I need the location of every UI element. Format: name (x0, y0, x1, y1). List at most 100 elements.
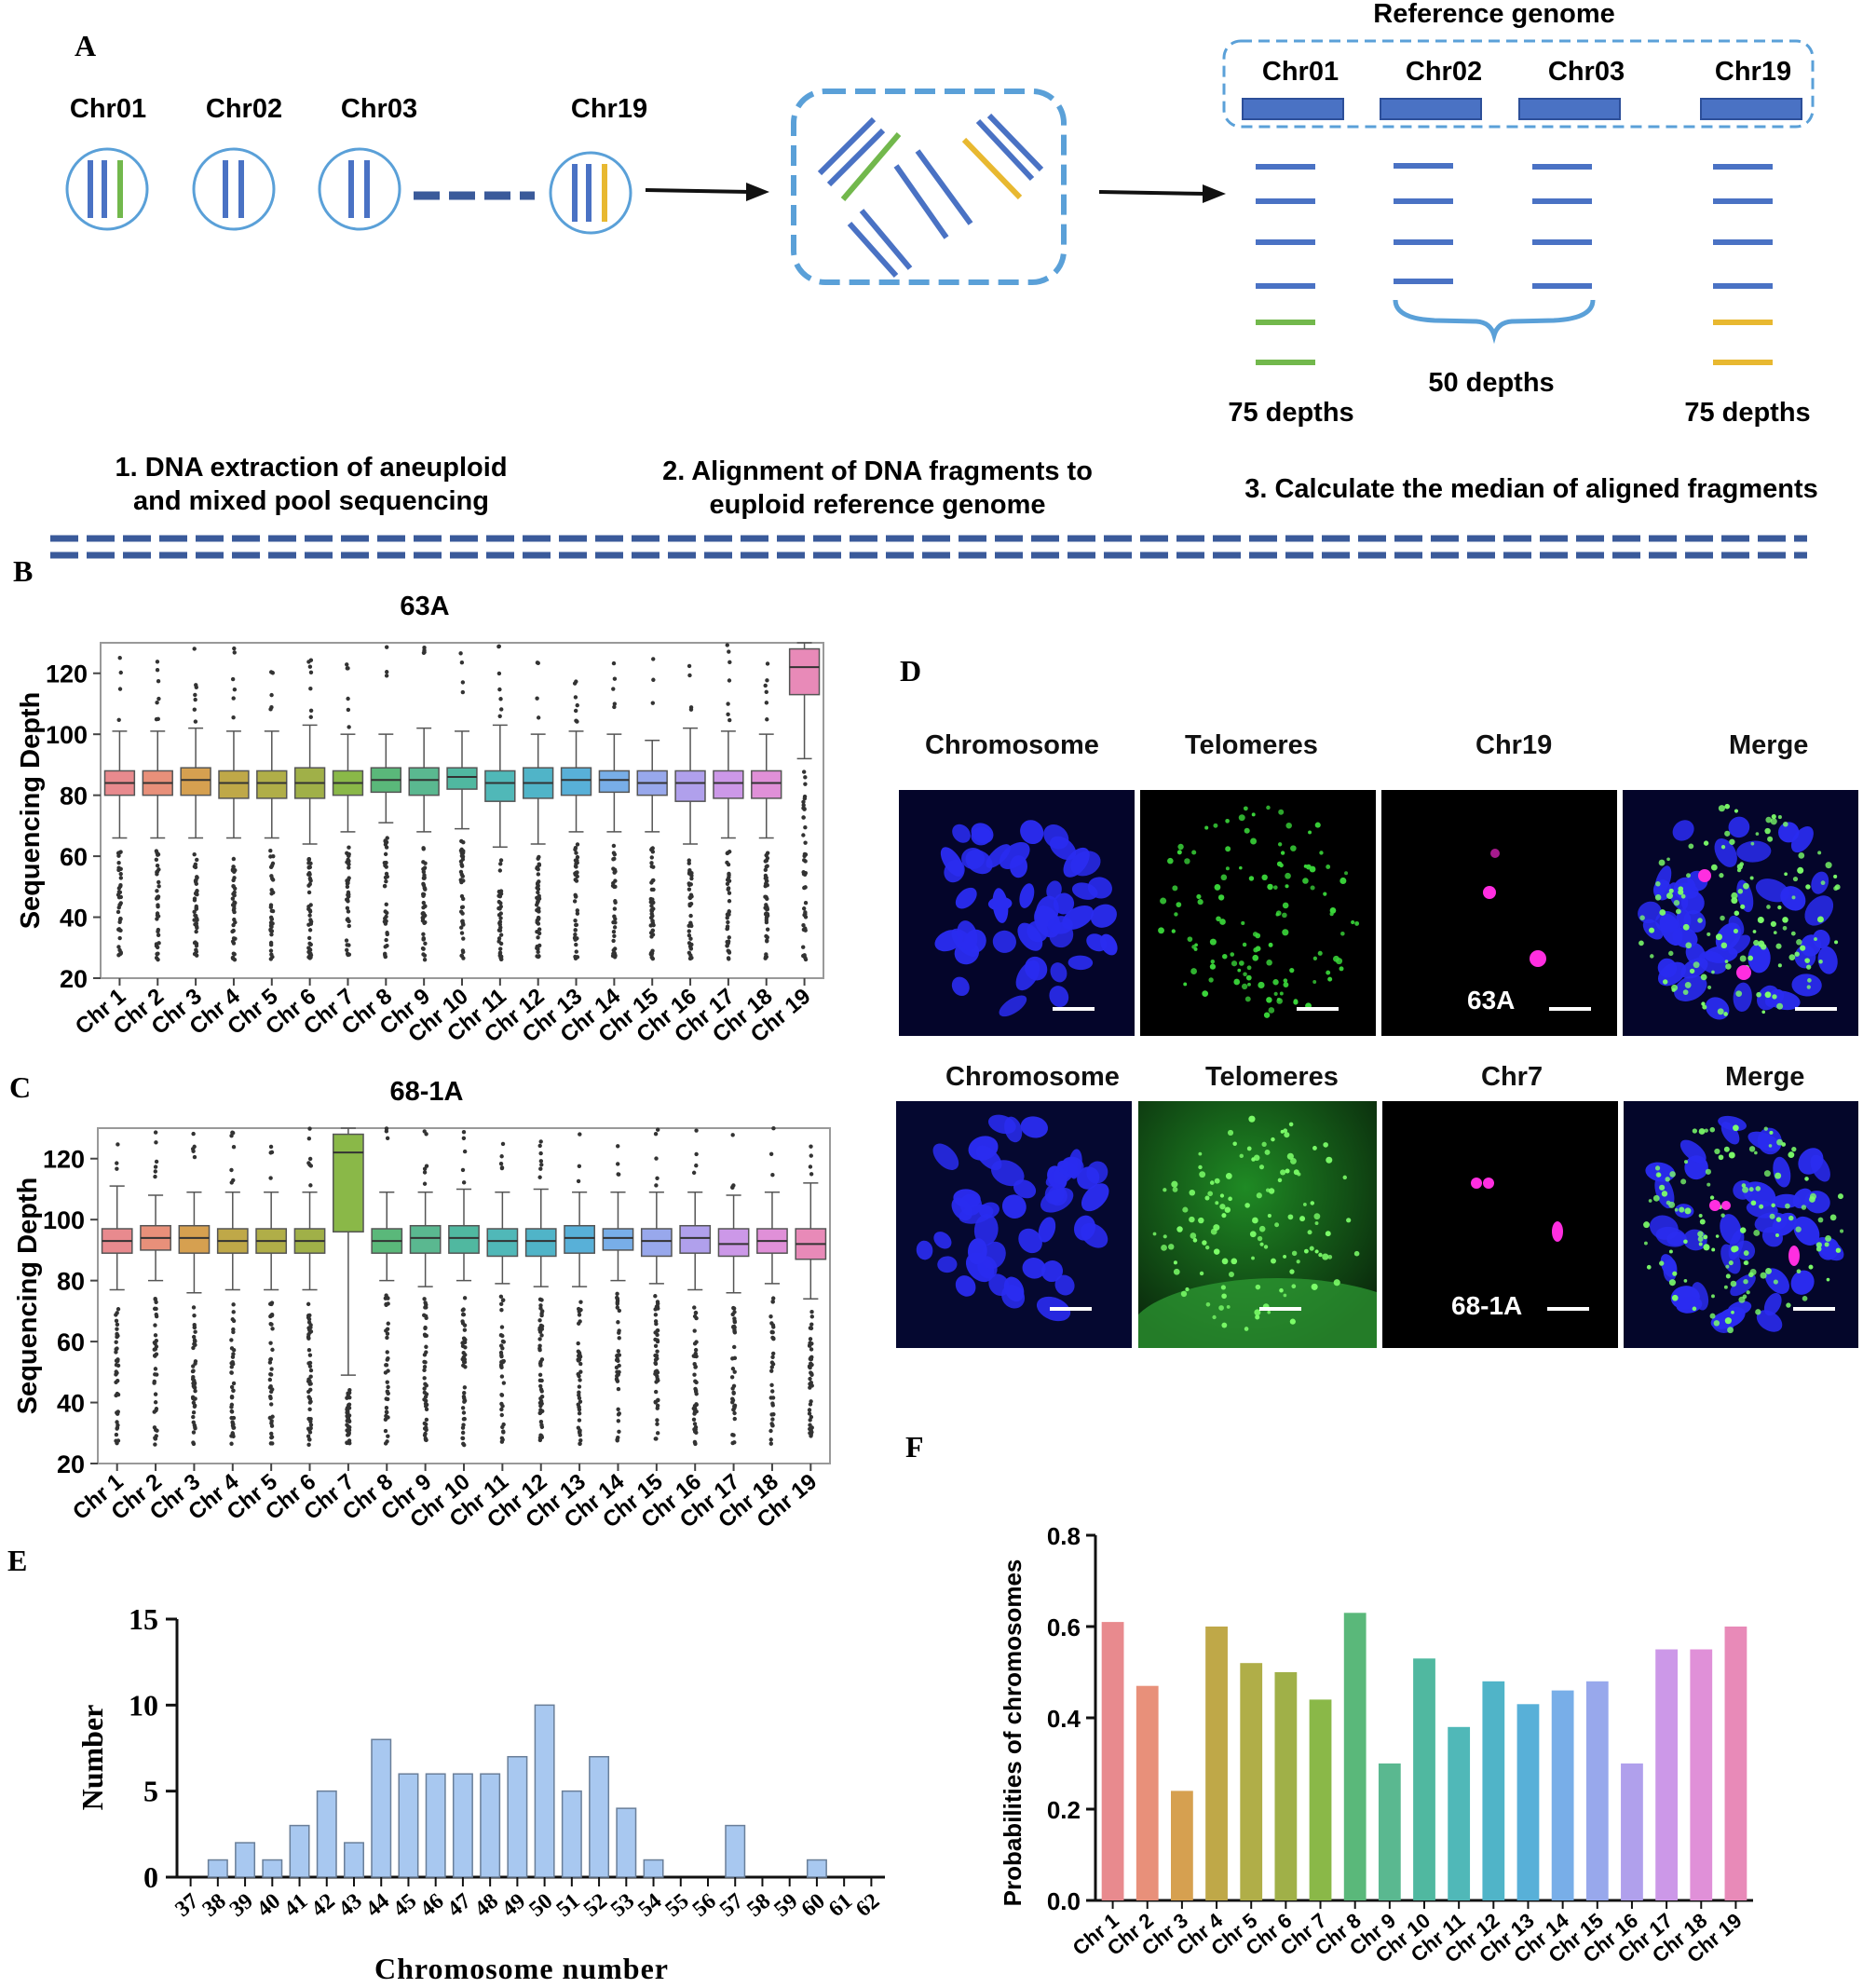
outlier-point (770, 1323, 776, 1328)
outlier-point (155, 872, 159, 877)
telomere-spot (1796, 939, 1802, 946)
telomere-spot (1259, 1242, 1264, 1246)
outlier-point (801, 806, 806, 810)
outlier-point (306, 1442, 311, 1448)
outlier-point (308, 708, 314, 713)
outlier-point (537, 1329, 543, 1334)
chromosome-blob (1792, 1188, 1813, 1209)
telomere-spot (1283, 982, 1289, 987)
chromosome-blob (1049, 986, 1069, 1008)
outlier-point (420, 919, 426, 923)
telomere-spot (1693, 961, 1700, 969)
probability-bar (1655, 1649, 1678, 1900)
outlier-point (385, 1396, 390, 1402)
outlier-point (612, 701, 618, 706)
outlier-point (115, 1420, 119, 1424)
box (524, 1228, 557, 1258)
telomere-spot (1152, 1232, 1157, 1236)
telomere-spot (1239, 960, 1244, 966)
dapi-spread-bottom (916, 1114, 1109, 1322)
outlier-point (498, 916, 503, 920)
telomere-spot (1226, 1304, 1231, 1309)
outlier-point (616, 1162, 620, 1166)
outlier-point (725, 912, 730, 917)
outlier-point (385, 1357, 389, 1362)
telomere-spot (1659, 1260, 1665, 1266)
outlier-point (346, 909, 351, 914)
outlier-point (573, 695, 578, 700)
telomere-spot (1815, 1246, 1822, 1252)
outlier-point (231, 1425, 236, 1430)
outlier-point (539, 1313, 544, 1318)
outlier-point (573, 708, 578, 714)
outlier-point (154, 1352, 159, 1356)
outlier-point (116, 1307, 121, 1312)
outlier-point (153, 1341, 157, 1346)
telomere-spot (1773, 931, 1777, 934)
telomere-spot (1256, 1192, 1262, 1199)
outlier-point (499, 1374, 505, 1379)
outlier-point (498, 933, 504, 937)
outlier-point (462, 1296, 468, 1300)
outlier-point (727, 649, 731, 654)
outlier-point (727, 891, 732, 895)
telomere-spot (1167, 857, 1174, 865)
telomere-spot (1280, 851, 1285, 855)
outlier-point (459, 905, 465, 910)
telomere-spot (1685, 942, 1693, 949)
probability-bar (1724, 1627, 1747, 1900)
outlier-point (616, 1349, 621, 1354)
outlier-point (231, 1381, 237, 1386)
telomere-spot (1686, 873, 1692, 878)
chromosome-blob (916, 1240, 933, 1260)
outlier-point (268, 1341, 273, 1345)
panel-f-letter: F (905, 1430, 924, 1464)
outlier-point (612, 851, 618, 857)
outlier-point (576, 1178, 581, 1184)
y-tick-label: 40 (60, 905, 88, 933)
outlier-point (460, 1436, 466, 1441)
telomere-spot (1255, 933, 1261, 939)
outlier-point (731, 1383, 737, 1388)
merge-fish-top (1698, 869, 1751, 980)
outlier-point (192, 851, 197, 857)
scale-bar (1053, 1007, 1095, 1011)
telomere-spot (1278, 809, 1285, 815)
outlier-point (156, 957, 160, 962)
outlier-point (732, 1330, 738, 1335)
outlier-point (763, 859, 768, 864)
box (484, 769, 516, 802)
telomere-spot (1174, 912, 1178, 917)
histogram-bar (452, 1773, 473, 1878)
outlier-point (573, 933, 578, 937)
telomere-spot (1734, 910, 1740, 916)
chr03-label: Chr03 (341, 94, 417, 124)
outlier-point (424, 1407, 429, 1412)
chromosome-blob (1771, 1193, 1801, 1209)
step1-line1: 1. DNA extraction of aneuploid (115, 453, 507, 483)
outlier-point (694, 1163, 699, 1168)
histogram-bar (344, 1842, 364, 1878)
panel-a-letter: A (75, 29, 96, 62)
outlier-point (651, 922, 656, 928)
outlier-point (653, 1357, 659, 1362)
outlier-point (156, 879, 161, 885)
outlier-point (270, 1347, 275, 1353)
outlier-point (808, 1337, 813, 1341)
telomere-spot (1231, 960, 1238, 967)
outlier-point (114, 1340, 118, 1344)
telomere-spot (1809, 1192, 1817, 1200)
cell-chr02 (192, 147, 276, 231)
outlier-point (732, 1316, 737, 1321)
telomere-spot (1703, 1234, 1708, 1240)
y-tick-label: 120 (46, 660, 88, 688)
outlier-point (688, 936, 693, 941)
outlier-point (458, 869, 464, 875)
outlier-point (649, 846, 655, 851)
outlier-point (308, 942, 313, 947)
cell-chr01 (65, 147, 149, 231)
telomere-spot (1806, 964, 1812, 970)
telomere-spot (1285, 884, 1289, 889)
outlier-point (649, 861, 654, 865)
